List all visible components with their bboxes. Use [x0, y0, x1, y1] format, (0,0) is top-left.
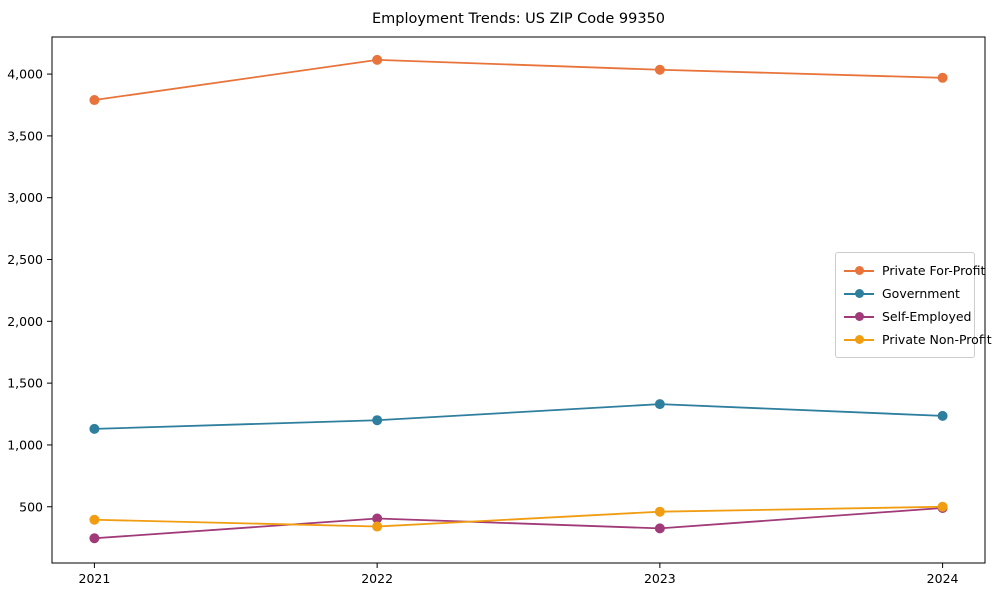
- legend-marker-icon: [844, 289, 874, 299]
- series-line-government: [94, 403, 943, 430]
- y-axis-tick-label: 3,000: [7, 190, 43, 205]
- legend-dot: [854, 335, 864, 344]
- data-point-private-non-profit: [372, 521, 383, 532]
- legend-entry-private-for-profit: Private For-Profit: [844, 259, 985, 282]
- data-point-self-employed: [372, 513, 383, 524]
- legend-marker-icon: [844, 312, 874, 322]
- legend-entry-private-non-profit: Private Non-Profit: [844, 328, 992, 351]
- y-axis-tick-label: 3,500: [7, 128, 43, 143]
- data-point-government: [937, 410, 948, 421]
- legend-marker-icon: [844, 335, 874, 345]
- legend-dot: [854, 266, 864, 275]
- series-line-self-employed: [94, 507, 943, 540]
- x-axis-tick-label: 2023: [644, 571, 676, 586]
- legend: Private For-Profit Government Self-Employe…: [835, 252, 992, 358]
- y-axis-tick-label: 500: [19, 499, 43, 514]
- chart-title: Employment Trends: US ZIP Code 99350: [371, 11, 666, 27]
- y-axis-tick-label: 2,500: [7, 252, 43, 267]
- data-point-government: [89, 423, 100, 434]
- data-point-government: [372, 415, 383, 426]
- data-point-private-for-profit: [89, 95, 100, 106]
- data-point-private-non-profit: [89, 514, 100, 525]
- x-axis-tick-label: 2022: [361, 571, 393, 586]
- y-axis-tick-label: 1,000: [7, 437, 43, 452]
- legend-label: Government: [882, 286, 960, 301]
- data-point-private-for-profit: [654, 64, 665, 75]
- data-point-private-for-profit: [372, 54, 383, 65]
- legend-entry-self-employed: Self-Employed: [844, 305, 971, 328]
- data-point-self-employed: [654, 523, 665, 534]
- legend-entry-government: Government: [844, 282, 966, 305]
- legend-label: Private For-Profit: [882, 263, 986, 278]
- y-axis-tick-label: 4,000: [7, 67, 43, 82]
- legend-dot: [854, 289, 864, 298]
- series-line-private-non-profit: [94, 505, 943, 528]
- data-point-self-employed: [89, 533, 100, 544]
- y-axis-tick-label: 2,000: [7, 314, 43, 329]
- y-axis-tick-label: 1,500: [7, 376, 43, 391]
- x-axis-tick-label: 2024: [927, 571, 959, 586]
- plot-border: [51, 36, 986, 564]
- data-point-private-non-profit: [937, 501, 948, 512]
- legend-marker-icon: [844, 266, 874, 276]
- legend-dot: [854, 312, 864, 321]
- data-point-private-non-profit: [654, 506, 665, 517]
- legend-label: Self-Employed: [882, 309, 972, 324]
- series-line-private-for-profit: [94, 58, 943, 101]
- data-point-government: [654, 399, 665, 410]
- x-axis-tick-label: 2021: [79, 571, 111, 586]
- legend-label: Private Non-Profit: [882, 332, 992, 347]
- data-point-private-for-profit: [937, 72, 948, 83]
